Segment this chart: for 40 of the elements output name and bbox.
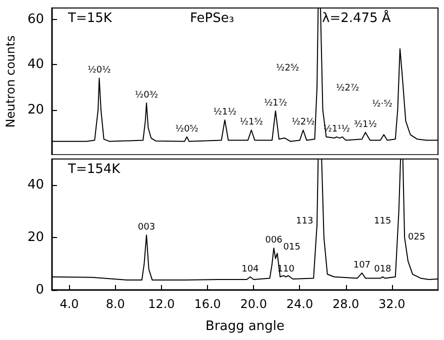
annotation: ½·⁵⁄₂ [372, 100, 393, 110]
annotation: ½0³⁄₂ [134, 90, 158, 100]
x-tick-label: 28.0 [332, 297, 360, 311]
annotation: 104 [242, 264, 260, 274]
annotation: 025 [408, 232, 426, 242]
x-tick-label: 12.0 [148, 297, 175, 311]
annotation: 006 [265, 236, 283, 246]
y-tick-label: 20 [27, 102, 44, 118]
annotation: λ=2.475 Å [322, 9, 391, 26]
annotation: ½2½ [292, 118, 316, 128]
x-tick-label: 24.0 [286, 297, 314, 311]
annotation: ³⁄₂1½ [354, 120, 378, 130]
x-tick-label: 8.0 [106, 297, 125, 311]
x-tick-label: 4.0 [60, 297, 79, 311]
annotation: 115 [374, 216, 392, 226]
annotation: FePSe₃ [190, 11, 234, 26]
annotation: 003 [138, 222, 156, 232]
y-axis-title: Neutron counts [4, 35, 18, 128]
annotation: 015 [283, 242, 300, 252]
annotation: T=154K [67, 162, 121, 177]
annotation: ½0½ [88, 66, 112, 76]
annotation: 107 [353, 260, 371, 270]
x-tick-label: 20.0 [240, 297, 267, 311]
y-tick-label: 40 [27, 178, 44, 193]
y-tick-label: 60 [27, 12, 44, 27]
annotation: ½2⁵⁄₂ [276, 64, 300, 74]
annotation: ½2⁷⁄₂ [336, 84, 360, 94]
annotation: ½1⁵⁄₂ [240, 118, 264, 128]
annotation: ½1⁷⁄₂ [264, 98, 288, 108]
annotation: 018 [374, 264, 392, 274]
annotation: ½1½ [213, 107, 237, 118]
y-tick-label: 0 [36, 282, 44, 298]
y-tick-label: 20 [27, 230, 44, 246]
annotation: T=15K [67, 11, 112, 26]
annotation: ½0⁵⁄₂ [175, 124, 199, 134]
annotation: 113 [296, 216, 314, 226]
x-tick-label: 32.0 [378, 297, 406, 311]
y-tick-label: 40 [27, 57, 44, 72]
x-axis-title: Bragg angle [206, 319, 284, 334]
x-tick-label: 16.0 [194, 297, 221, 311]
